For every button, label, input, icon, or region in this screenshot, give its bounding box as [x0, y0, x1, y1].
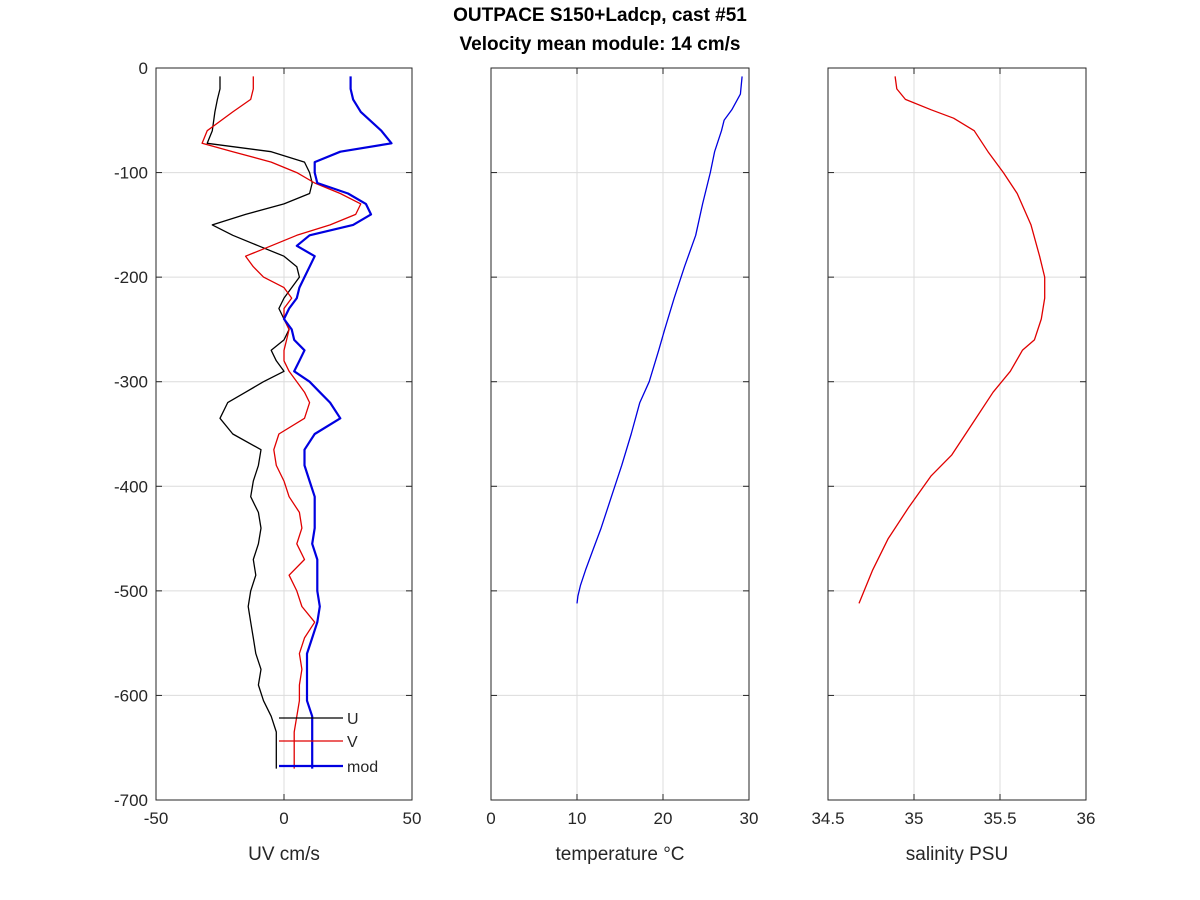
- x-axis-label: UV cm/s: [248, 844, 320, 865]
- x-tick-label: 30: [740, 809, 759, 828]
- y-tick-label: -600: [114, 686, 148, 705]
- y-tick-label: 0: [139, 59, 148, 78]
- chart-subtitle: Velocity mean module: 14 cm/s: [459, 34, 741, 55]
- x-axis-label: salinity PSU: [906, 844, 1008, 865]
- y-tick-label: -200: [114, 268, 148, 287]
- x-tick-label: 35: [905, 809, 924, 828]
- x-tick-label: 20: [654, 809, 673, 828]
- series-line-3: [858, 76, 1046, 604]
- y-tick-label: -500: [114, 582, 148, 601]
- axes-3: 34.5 35 35.5 36 salinity PSU: [811, 67, 1096, 865]
- y-tick-label: -300: [114, 373, 148, 392]
- series-line-mod: [282, 76, 393, 769]
- series-line-2: [576, 76, 743, 604]
- x-tick-label: 0: [486, 809, 495, 828]
- series-line-v: [201, 76, 362, 769]
- x-tick-label: 35.5: [983, 809, 1016, 828]
- legend-label-u: U: [347, 711, 359, 728]
- x-tick-label: 34.5: [811, 809, 844, 828]
- y-tick-label: -100: [114, 164, 148, 183]
- x-tick-label: 36: [1077, 809, 1096, 828]
- x-tick-label: 10: [568, 809, 587, 828]
- axes-box: [827, 67, 1087, 801]
- x-tick-label: -50: [144, 809, 169, 828]
- axes-2: 0 10 20 30 temperature °C: [486, 67, 759, 865]
- chart-title: OUTPACE S150+Ladcp, cast #51: [453, 5, 747, 26]
- axes-box: [490, 67, 750, 801]
- x-tick-label: 50: [403, 809, 422, 828]
- x-tick-label: 0: [279, 809, 288, 828]
- legend-label-mod: mod: [347, 759, 378, 776]
- y-tick-label: -400: [114, 477, 148, 496]
- legend-label-v: V: [347, 734, 358, 751]
- y-tick-label: -700: [114, 791, 148, 810]
- x-axis-label: temperature °C: [555, 844, 684, 865]
